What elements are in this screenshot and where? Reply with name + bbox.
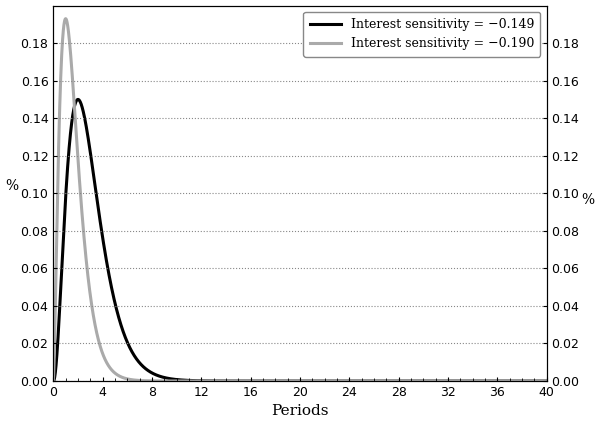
Y-axis label: %: % (581, 193, 595, 207)
Interest sensitivity = −0.190 (261, 379, 268, 384)
X-axis label: Periods: Periods (271, 404, 329, 418)
Interest sensitivity = −0.190 (528, 379, 535, 384)
Interest sensitivity = −0.149 (503, 379, 511, 384)
Interest sensitivity = −0.149 (50, 379, 57, 384)
Interest sensitivity = −0.149 (528, 379, 535, 384)
Legend: Interest sensitivity = −0.149, Interest sensitivity = −0.190: Interest sensitivity = −0.149, Interest … (304, 12, 541, 56)
Interest sensitivity = −0.149 (408, 379, 415, 384)
Interest sensitivity = −0.190 (62, 16, 69, 21)
Interest sensitivity = −0.190 (503, 379, 511, 384)
Interest sensitivity = −0.149 (543, 379, 550, 384)
Interest sensitivity = −0.149 (74, 97, 82, 102)
Y-axis label: %: % (5, 179, 19, 193)
Interest sensitivity = −0.190 (408, 379, 415, 384)
Interest sensitivity = −0.190 (284, 379, 292, 384)
Interest sensitivity = −0.149 (261, 379, 268, 384)
Interest sensitivity = −0.149 (257, 379, 265, 384)
Interest sensitivity = −0.190 (543, 379, 550, 384)
Line: Interest sensitivity = −0.149: Interest sensitivity = −0.149 (53, 99, 547, 381)
Line: Interest sensitivity = −0.190: Interest sensitivity = −0.190 (53, 19, 547, 381)
Interest sensitivity = −0.190 (50, 379, 57, 384)
Interest sensitivity = −0.149 (284, 379, 292, 384)
Interest sensitivity = −0.190 (257, 379, 265, 384)
